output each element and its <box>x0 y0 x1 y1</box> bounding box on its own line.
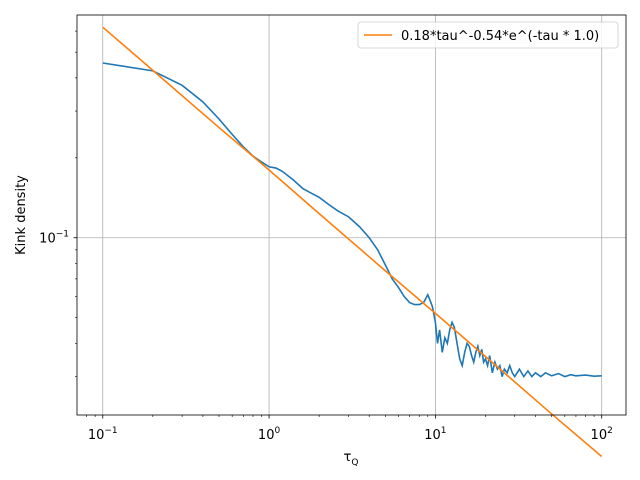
y-axis-label: Kink density <box>14 175 29 255</box>
x-tick-label-0: 10−1 <box>88 426 118 443</box>
plot-frame <box>76 14 627 416</box>
series-line-fit <box>102 26 603 458</box>
grid-lines <box>77 15 626 415</box>
x-tick-label-2: 101 <box>424 426 446 443</box>
legend: 0.18*tau^-0.54*e^(-tau * 1.0) <box>357 21 619 49</box>
x-axis-label-main: τ <box>344 450 352 465</box>
y-tick-label-0: 10−1 <box>39 230 69 247</box>
y-axis-ticks: 10−1 <box>39 30 77 377</box>
legend-label-fit: 0.18*tau^-0.54*e^(-tau * 1.0) <box>401 29 599 44</box>
legend-box <box>357 21 619 49</box>
series-line-data <box>102 62 602 379</box>
x-axis-label: τQ <box>344 450 359 468</box>
x-tick-label-3: 102 <box>591 426 613 443</box>
x-axis-ticks: 10−1 100 101 102 <box>86 415 613 443</box>
series-group <box>102 26 603 458</box>
x-tick-label-1: 100 <box>258 426 281 443</box>
x-axis-label-sub: Q <box>351 458 358 468</box>
